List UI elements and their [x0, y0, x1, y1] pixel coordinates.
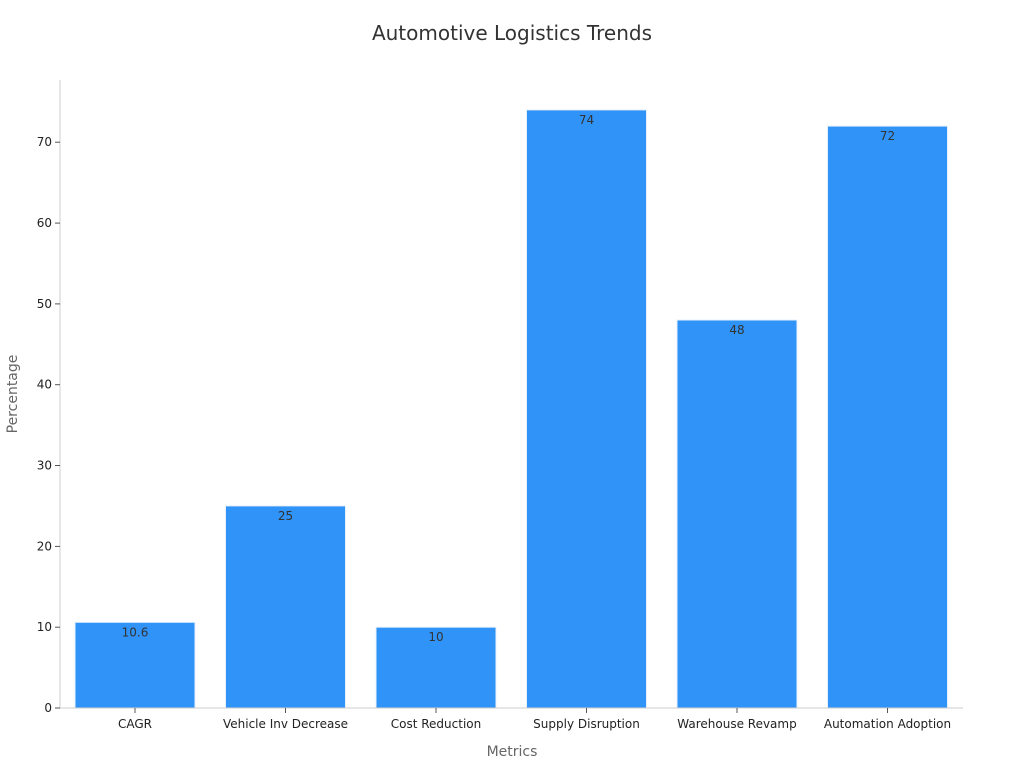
data-label-2: 10 — [428, 630, 443, 644]
x-ticks-layer: CAGR Vehicle Inv Decrease Cost Reduction Su… — [118, 708, 951, 731]
data-label-0: 10.6 — [122, 625, 149, 639]
y-tick-label-4: 40 — [37, 378, 52, 392]
bar-1 — [225, 505, 346, 709]
x-tick-label-3: Supply Disruption — [533, 717, 640, 731]
bar-0 — [74, 621, 196, 709]
bar-2 — [375, 626, 497, 709]
data-label-1: 25 — [278, 509, 293, 523]
data-label-4: 48 — [729, 323, 744, 337]
y-tick-label-5: 50 — [37, 297, 52, 311]
y-tick-label-3: 30 — [37, 459, 52, 473]
y-tick-label-6: 60 — [37, 216, 52, 230]
x-tick-label-5: Automation Adoption — [824, 717, 951, 731]
y-tick-label-1: 10 — [37, 620, 52, 634]
data-labels-layer: 10.6 25 10 74 48 72 — [122, 113, 896, 644]
y-axis-title: Percentage — [5, 355, 21, 434]
data-label-5: 72 — [880, 129, 895, 143]
x-tick-label-0: CAGR — [118, 717, 152, 731]
data-label-3: 74 — [579, 113, 594, 127]
bars-layer — [74, 109, 948, 709]
x-axis-title: Metrics — [487, 744, 538, 760]
x-tick-label-1: Vehicle Inv Decrease — [223, 717, 348, 731]
y-tick-label-2: 20 — [37, 539, 52, 553]
chart-title: Automotive Logistics Trends — [372, 21, 652, 45]
bar-4 — [676, 319, 798, 709]
y-tick-label-0: 0 — [44, 701, 52, 715]
y-tick-label-7: 70 — [37, 135, 52, 149]
bar-3 — [526, 109, 647, 709]
x-tick-label-2: Cost Reduction — [391, 717, 481, 731]
y-ticks-layer: 0 10 20 30 40 50 60 70 — [37, 135, 60, 715]
bar-5 — [827, 125, 948, 709]
x-tick-label-4: Warehouse Revamp — [677, 717, 796, 731]
